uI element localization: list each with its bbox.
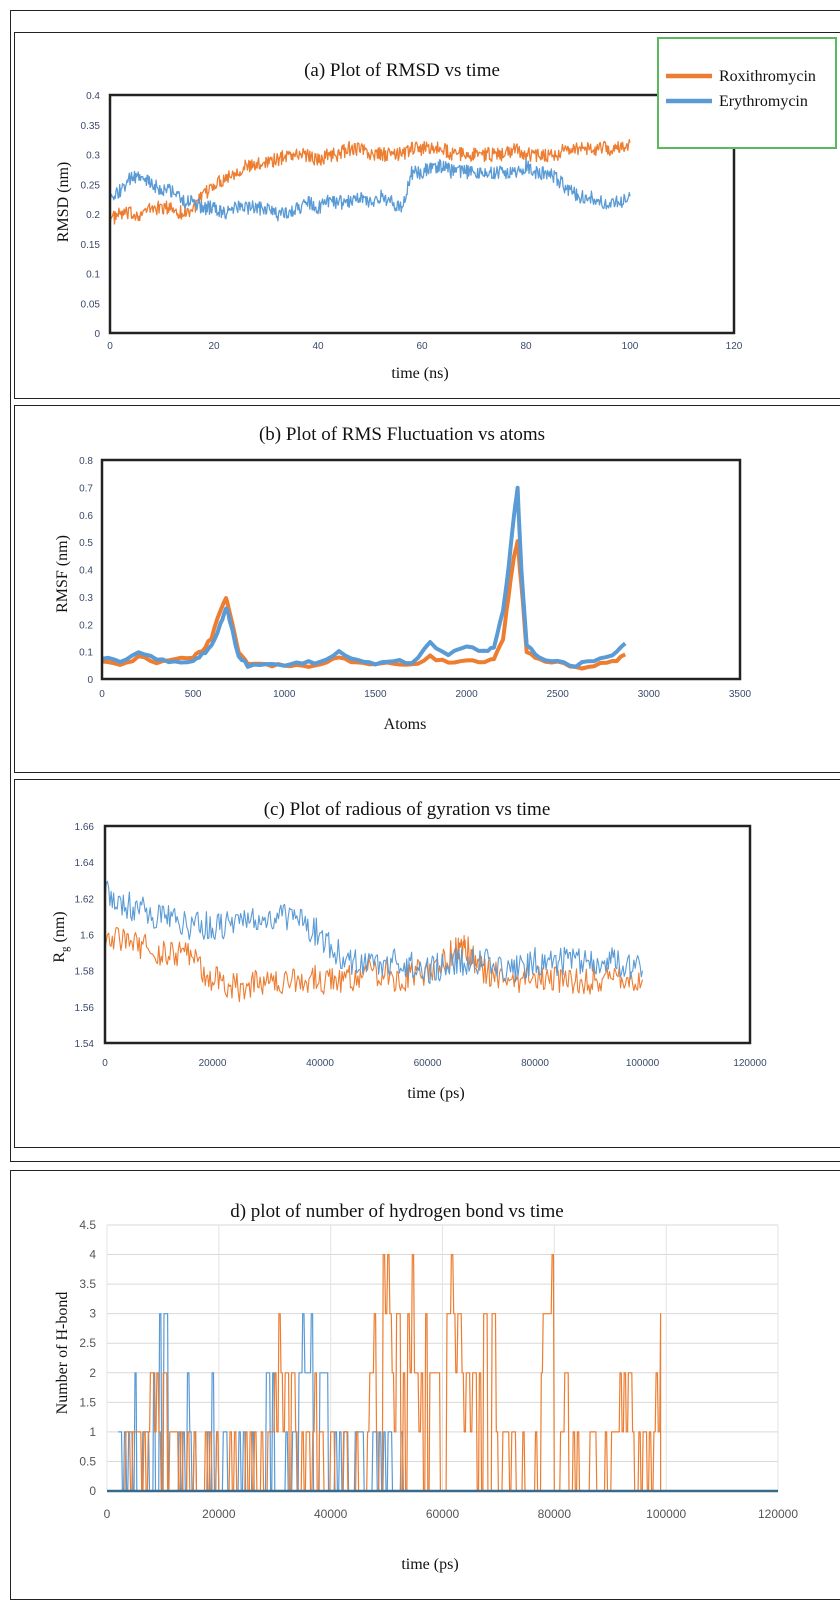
y-tick-label: 0.35 [81,121,101,132]
y-tick-label: 1 [89,1425,96,1439]
chart-a-title: (a) Plot of RMSD vs time [304,60,500,81]
y-tick-label: 4.5 [79,1218,96,1232]
chart-c-ylabel-main: R [51,952,68,963]
legend-box [657,37,837,149]
y-tick-label: 0.1 [79,648,93,659]
x-tick-label: 100000 [626,1058,660,1069]
y-tick-label: 1.66 [75,822,95,833]
chart-d-xlabel: time (ps) [401,1556,458,1573]
y-tick-label: 0.8 [79,456,93,467]
x-tick-label: 20000 [199,1058,227,1069]
x-tick-label: 1000 [273,689,296,700]
x-tick-label: 500 [185,689,202,700]
y-tick-label: 0 [89,1484,96,1498]
x-tick-label: 1500 [364,689,387,700]
y-tick-label: 0.3 [86,151,100,162]
series-line-erythromycin-chart-a [109,158,631,222]
x-tick-label: 20000 [202,1507,236,1521]
x-tick-label: 40000 [306,1058,334,1069]
y-tick-label: 1.64 [75,858,95,869]
y-tick-label: 0 [94,329,100,340]
y-tick-label: 1.5 [79,1395,96,1409]
chart-b-ylabel: RMSF (nm) [54,535,71,613]
chart-a-xlabel: time (ns) [391,365,448,382]
legend-label-roxithromycin: Roxithromycin [719,68,816,85]
y-tick-label: 0.2 [86,210,100,221]
y-tick-label: 0.5 [79,1454,96,1468]
x-tick-label: 2500 [547,689,570,700]
top-figure-frame [10,10,840,1162]
chart-b-xlabel: Atoms [384,716,427,733]
x-tick-label: 100 [622,341,639,352]
plot-area-frame-a [108,93,736,335]
series-line-roxithromycin-chart-a [109,139,631,228]
series-line-roxithromycin-chart-b [101,539,627,671]
chart-c-ylabel: Rg (nm) [51,911,71,962]
legend: Roxithromycin Erythromycin [657,37,837,149]
x-tick-label: 80 [520,341,532,352]
chart-d-ylabel: Number of H-bond [54,1292,71,1415]
x-tick-label: 2000 [455,689,478,700]
series-line-erythromycin-chart-c [104,880,644,985]
y-tick-label: 0.5 [79,538,93,549]
x-tick-label: 0 [102,1058,108,1069]
x-tick-label: 100000 [646,1507,686,1521]
y-tick-label: 1.62 [75,894,95,905]
y-tick-label: 0.25 [81,180,101,191]
x-tick-label: 40 [312,341,324,352]
legend-label-erythromycin: Erythromycin [719,93,808,110]
x-tick-label: 20 [208,341,220,352]
y-tick-label: 2 [89,1366,96,1380]
y-tick-label: 0.4 [79,566,93,577]
y-tick-label: 0 [87,675,93,686]
y-tick-label: 3 [89,1307,96,1321]
x-tick-label: 120000 [758,1507,798,1521]
y-tick-label: 0.3 [79,593,93,604]
series-layer [101,139,662,1492]
y-tick-label: 0.6 [79,511,93,522]
panel-b [14,405,840,773]
chart-c-title: (c) Plot of radious of gyration vs time [264,799,551,820]
y-tick-label: 1.6 [80,931,94,942]
y-tick-label: 0.1 [86,270,100,281]
y-tick-label: 2.5 [79,1336,96,1350]
x-tick-label: 0 [104,1507,111,1521]
x-tick-label: 60000 [426,1507,460,1521]
x-tick-label: 60 [416,341,428,352]
y-tick-label: 1.54 [75,1039,95,1050]
y-tick-label: 3.5 [79,1277,96,1291]
chart-b-title: (b) Plot of RMS Fluctuation vs atoms [259,424,545,445]
chart-d-title: d) plot of number of hydrogen bond vs ti… [230,1201,564,1222]
plot-area-frame-c [103,824,752,1045]
x-tick-label: 40000 [314,1507,348,1521]
x-tick-label: 120000 [733,1058,767,1069]
x-tick-label: 120 [726,341,743,352]
panel-c [14,779,840,1148]
y-tick-label: 0.05 [81,299,101,310]
x-tick-label: 80000 [538,1507,572,1521]
series-line-roxithromycin-chart-c [104,927,644,1003]
y-tick-label: 1.58 [75,967,95,978]
x-tick-label: 0 [99,689,105,700]
chart-a-ylabel: RMSD (nm) [55,162,72,242]
chart-c-xlabel: time (ps) [407,1085,464,1102]
x-tick-label: 3000 [638,689,661,700]
chart-c-ylabel-rest: (nm) [51,911,68,946]
x-tick-label: 60000 [414,1058,442,1069]
x-tick-label: 0 [107,341,113,352]
x-tick-label: 3500 [729,689,752,700]
chart-c-ylabel-sub: g [59,946,71,952]
y-tick-label: 0.15 [81,240,101,251]
y-tick-label: 4 [89,1248,96,1262]
y-tick-label: 0.4 [86,91,100,102]
y-tick-label: 0.7 [79,483,93,494]
tick-labels: 0 20 40 60 80 100 12000.050.10.150.20.250.30.3… [75,91,799,1521]
y-tick-label: 1.56 [75,1003,95,1014]
plot-area-frame-b [100,458,742,681]
plot-frames [100,93,778,1493]
y-tick-label: 0.2 [79,620,93,631]
x-tick-label: 80000 [521,1058,549,1069]
series-line-erythromycin-chart-b [101,485,627,669]
